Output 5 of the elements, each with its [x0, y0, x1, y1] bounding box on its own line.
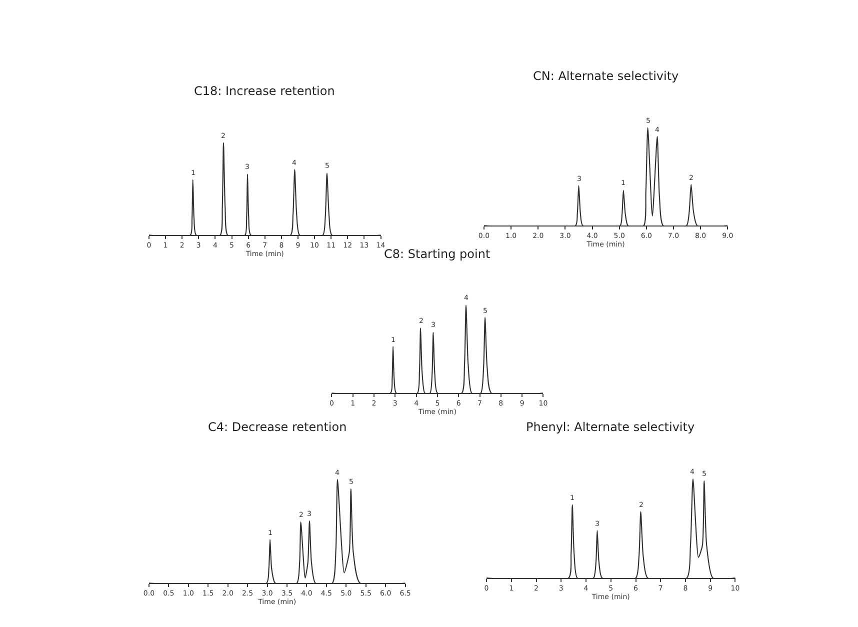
chart-title: C4: Decrease retention: [208, 420, 347, 434]
chart-title: C8: Starting point: [384, 247, 490, 261]
chart-title: Phenyl: Alternate selectivity: [526, 420, 695, 434]
chart-title: CN: Alternate selectivity: [533, 69, 679, 83]
chart-title: C18: Increase retention: [194, 84, 335, 98]
